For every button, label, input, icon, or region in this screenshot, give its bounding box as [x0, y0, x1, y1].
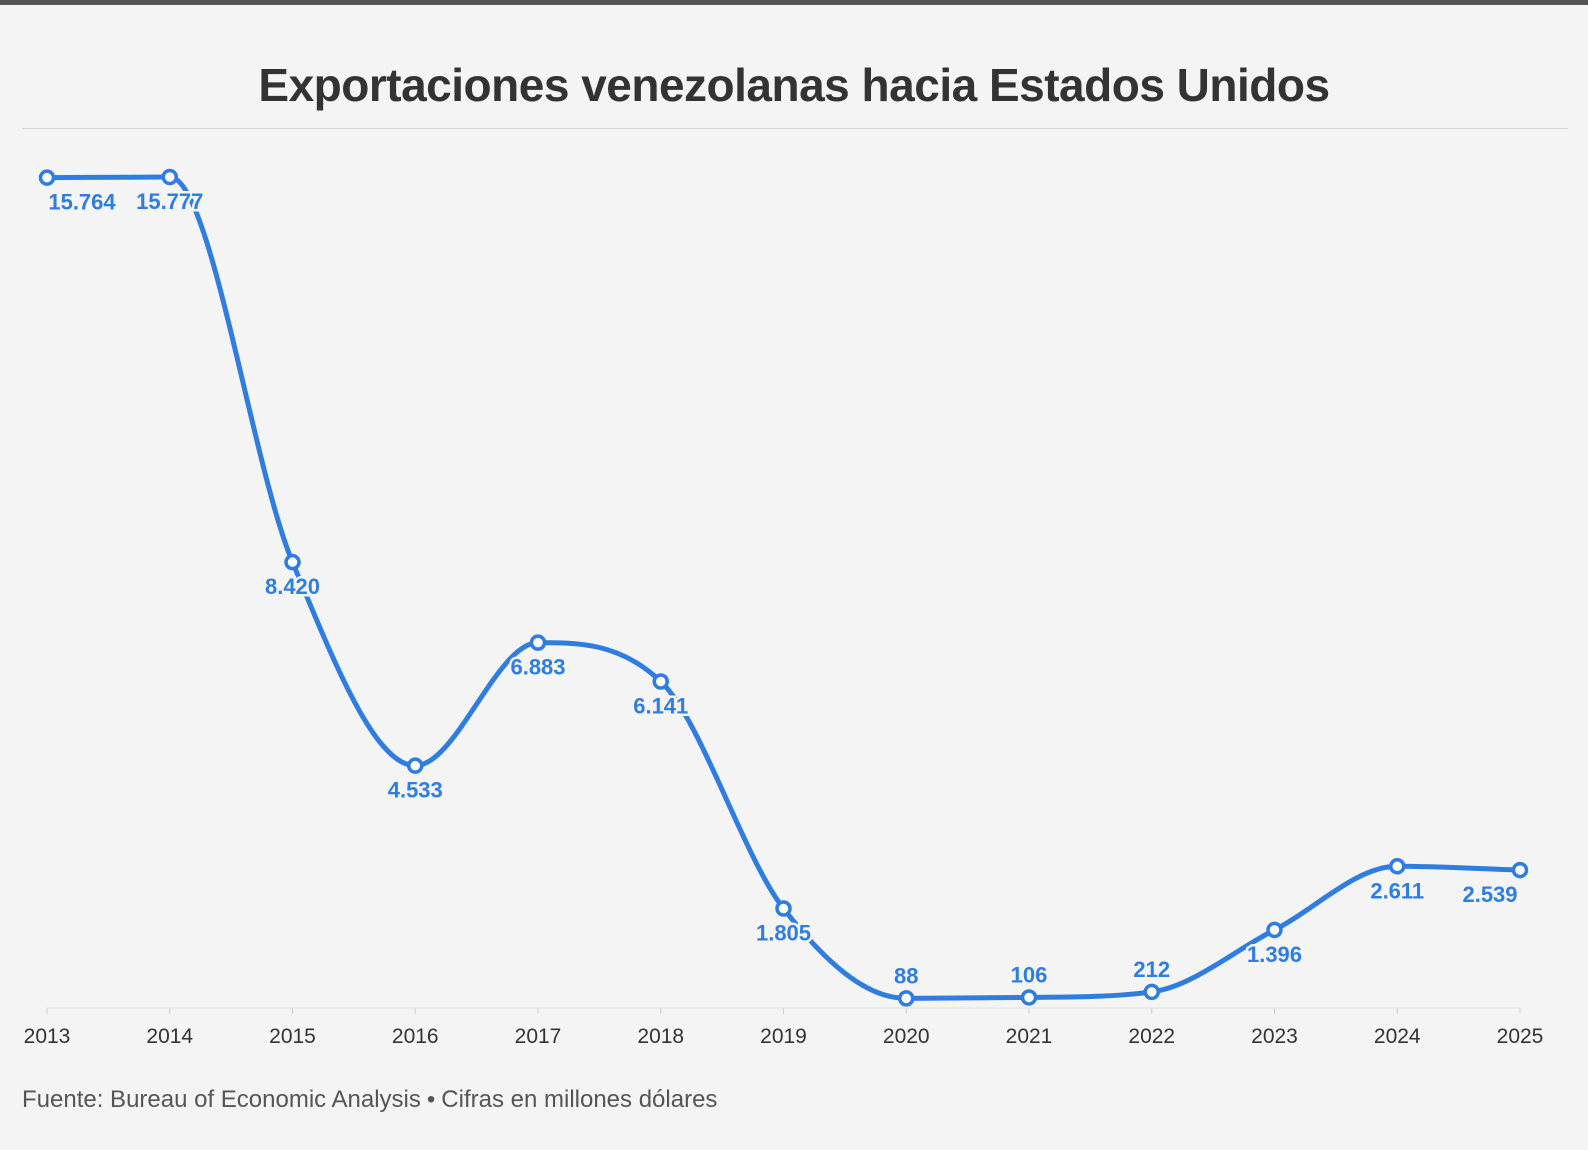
x-tick-label: 2020 [883, 1025, 930, 1048]
data-point-marker [407, 757, 424, 774]
x-tick-label: 2015 [269, 1025, 316, 1048]
data-label: 8.420 [265, 574, 320, 599]
data-point-marker [652, 673, 669, 690]
data-label: 15.764 [48, 190, 116, 215]
series-line [44, 174, 1523, 1001]
source-note: Fuente: Bureau of Economic Analysis [22, 1086, 421, 1113]
data-point-marker [1266, 921, 1283, 939]
x-tick-label: 2021 [1006, 1025, 1053, 1048]
data-label: 1.805 [756, 920, 811, 945]
data-label: 15.777 [136, 189, 203, 214]
data-point-marker [1511, 861, 1529, 879]
x-tick-label: 2014 [146, 1025, 193, 1048]
x-tick-label: 2025 [1497, 1025, 1544, 1048]
data-label: 6.141 [633, 693, 688, 718]
units-note: Cifras en millones dólares [441, 1086, 718, 1113]
footer-separator: • [426, 1086, 436, 1113]
data-point-marker [1389, 858, 1406, 875]
data-point-marker [775, 900, 792, 917]
x-tick-label: 2016 [392, 1025, 439, 1048]
data-point-marker [161, 168, 178, 186]
x-tick-label: 2022 [1128, 1025, 1175, 1048]
title-divider [22, 128, 1568, 129]
data-label: 4.533 [388, 778, 443, 803]
data-point-marker [38, 169, 56, 186]
data-point-marker [1143, 983, 1160, 1001]
x-tick-label: 2018 [637, 1025, 684, 1048]
x-tick-label: 2024 [1374, 1025, 1421, 1048]
x-tick-label: 2017 [515, 1025, 562, 1048]
x-tick-label: 2019 [760, 1025, 807, 1048]
data-label: 106 [1011, 962, 1048, 987]
data-point-marker [898, 990, 915, 1007]
data-point-marker [284, 553, 301, 571]
x-tick-label: 2013 [24, 1025, 71, 1048]
data-label: 1.396 [1247, 942, 1302, 967]
data-label: 2.539 [1462, 882, 1517, 907]
x-tick-label: 2023 [1251, 1025, 1298, 1048]
chart-footer: Fuente: Bureau of Economic Analysis • Cifr… [22, 1086, 717, 1114]
top-accent-bar [0, 0, 1588, 5]
chart-title: Exportaciones venezolanas hacia Estados … [258, 59, 1330, 111]
data-point-marker [529, 634, 547, 651]
data-label: 6.883 [510, 655, 565, 680]
data-label: 212 [1133, 957, 1170, 982]
data-label: 88 [894, 963, 918, 988]
data-point-marker [1020, 989, 1038, 1006]
data-label: 2.611 [1370, 878, 1424, 903]
